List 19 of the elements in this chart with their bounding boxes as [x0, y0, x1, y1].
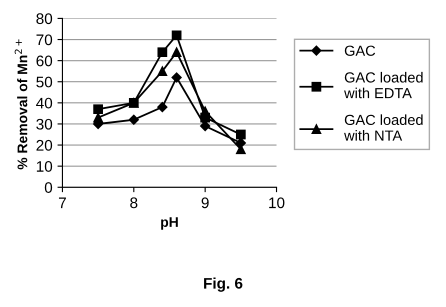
y-tick-label: 0: [44, 182, 52, 193]
y-tick-label: 30: [36, 118, 52, 130]
x-tick-label: 8: [130, 197, 138, 208]
y-tick-label: 20: [36, 140, 52, 151]
y-tick-label: 40: [36, 98, 52, 109]
y-tick-label: 70: [36, 34, 52, 46]
legend-label: GAC: [344, 46, 376, 56]
x-tick-label: 9: [202, 197, 209, 208]
y-tick-label: 10: [36, 161, 52, 172]
y-tick-label: 80: [36, 13, 52, 24]
y-tick-label: 60: [36, 56, 52, 66]
x-tick-label: 7: [58, 198, 66, 208]
y-tick-label: 50: [36, 76, 52, 88]
caption: Fig. 6: [204, 278, 242, 292]
legend-label: GAC loaded with NTA: [344, 114, 423, 141]
legend-label: GAC loaded with EDTA: [344, 72, 423, 98]
x-axis-title: pH: [161, 217, 178, 230]
y-axis-title: % Removal of Mn$^{2+}$: [14, 39, 28, 170]
x-tick-label: 10: [269, 197, 284, 208]
